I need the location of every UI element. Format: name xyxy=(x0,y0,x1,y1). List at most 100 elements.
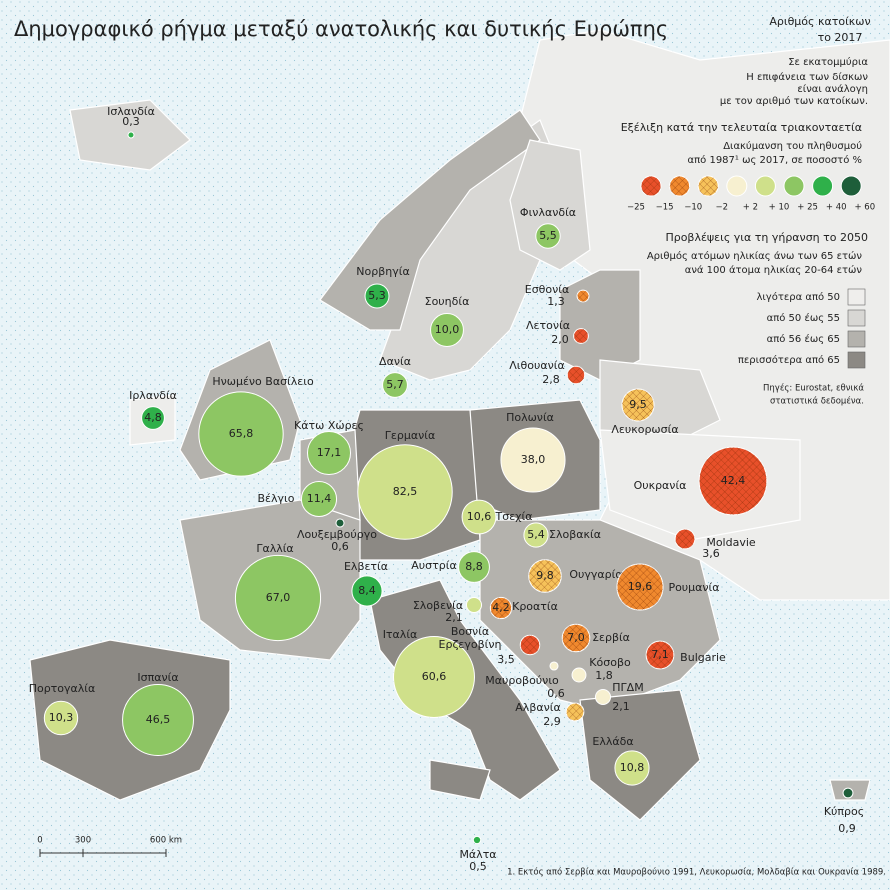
population-label: 3,5 xyxy=(497,653,515,666)
decline-hatch xyxy=(566,703,584,721)
country-name: Σερβία xyxy=(592,631,630,644)
population-disc xyxy=(430,313,464,347)
decline-hatch xyxy=(490,597,512,619)
population-label: 7,0 xyxy=(567,631,585,644)
population-disc xyxy=(594,688,612,706)
country-name: Αλβανία xyxy=(515,701,560,714)
population-disc xyxy=(842,787,854,799)
decline-hatch xyxy=(621,388,655,422)
decline-hatch xyxy=(675,529,695,549)
country-name: Σλοβενία xyxy=(413,599,463,612)
decline-hatch xyxy=(567,366,585,384)
population-disc xyxy=(198,391,284,477)
legend-swatch xyxy=(754,175,776,197)
population-label: 2,8 xyxy=(542,373,560,386)
country-name: Ρουμανία xyxy=(668,581,719,594)
population-disc xyxy=(465,596,483,614)
legend-note: είναι ανάλογη xyxy=(797,83,868,95)
population-label: 1,8 xyxy=(595,669,613,682)
population-label: 2,0 xyxy=(551,333,569,346)
legend-title: το 2017 xyxy=(818,31,863,44)
country-name: Ιρλανδία xyxy=(129,389,177,402)
legend-label: −2 xyxy=(716,203,729,213)
country-name: Ουκρανία xyxy=(634,479,687,492)
population-disc xyxy=(549,661,559,671)
country-name: Μάλτα xyxy=(459,848,496,861)
population-disc xyxy=(234,554,322,642)
legend-label: −10 xyxy=(684,203,702,213)
population-label: 67,0 xyxy=(266,591,291,604)
population-label: 0,9 xyxy=(838,822,856,835)
decline-hatch xyxy=(520,635,540,655)
population-label: 2,9 xyxy=(543,715,561,728)
country-name: Ερζεγοβίνη xyxy=(439,638,502,651)
country-name: Λετονία xyxy=(526,319,570,332)
country-name: Κόσοβο xyxy=(589,656,631,669)
population-disc xyxy=(614,750,650,786)
country-name: Σλοβακία xyxy=(549,528,601,541)
population-label: 4,2 xyxy=(492,601,510,614)
legend-title: Αριθμός κατοίκων xyxy=(769,15,870,28)
decline-hatch xyxy=(573,328,589,344)
legend-swatch xyxy=(783,175,805,197)
country-name: Ισλανδία xyxy=(107,105,155,118)
population-disc xyxy=(141,406,165,430)
country-name: Λουξεμβούργο xyxy=(297,528,377,541)
legend-note: Η επιφάνεια των δίσκων xyxy=(746,71,868,83)
population-disc xyxy=(382,372,408,398)
country-name: Πολωνία xyxy=(506,411,554,424)
population-label: 5,3 xyxy=(368,289,386,302)
population-disc xyxy=(458,551,490,583)
population-label: 9,8 xyxy=(536,569,554,582)
country-name: Bulgarie xyxy=(680,651,726,664)
country-name: Κάτω Χώρες xyxy=(294,419,364,432)
map-title: Δημογραφικό ρήγμα μεταξύ ανατολικής και … xyxy=(14,17,668,41)
country-name: Ηνωμένο Βασίλειο xyxy=(212,375,314,388)
population-label: 38,0 xyxy=(521,453,546,466)
population-disc xyxy=(306,430,352,476)
population-label: 5,4 xyxy=(527,528,545,541)
country-name: Εσθονία xyxy=(525,283,570,296)
country-name: Ιταλία xyxy=(383,628,418,641)
scale-label: 300 xyxy=(75,836,91,846)
population-disc xyxy=(357,444,453,540)
country-name: Γαλλία xyxy=(256,542,293,555)
population-label: 11,4 xyxy=(307,492,332,505)
legend-label: + 25 xyxy=(797,203,818,213)
decline-hatch xyxy=(577,290,589,302)
population-label: 10,3 xyxy=(49,711,74,724)
population-label: 5,7 xyxy=(386,378,404,391)
country-name: Λευκορωσία xyxy=(611,423,678,436)
country-name: Κροατία xyxy=(512,600,558,613)
legend-swatch xyxy=(726,175,748,197)
population-label: 42,4 xyxy=(721,474,746,487)
population-disc xyxy=(523,522,549,548)
legend-subtitle: Διακύμανση του πληθυσμού xyxy=(723,140,862,152)
population-disc xyxy=(122,684,194,756)
population-disc xyxy=(393,636,475,718)
country-name: Νορβηγία xyxy=(356,265,409,278)
legend-label: −25 xyxy=(627,203,645,213)
decline-hatch xyxy=(528,559,562,593)
population-label: 82,5 xyxy=(393,485,418,498)
legend-label: από 56 έως 65 xyxy=(767,333,840,345)
legend: Αριθμός κατοίκων το 2017 Σε εκατομμύρια Η ε… xyxy=(37,15,886,878)
country-name: Moldavie xyxy=(706,536,756,549)
source: Πηγές: Eurostat, εθνικά xyxy=(763,383,864,394)
country-name: Βοσνία xyxy=(451,625,489,638)
population-disc xyxy=(335,518,345,528)
country-name: ΠΓΔΜ xyxy=(612,681,643,694)
population-label: 19,6 xyxy=(628,580,653,593)
legend-swatch xyxy=(847,288,866,306)
country-name: Ελλάδα xyxy=(592,735,633,748)
legend-swatch xyxy=(840,175,862,197)
country-name: Βέλγιο xyxy=(258,492,295,505)
population-label: 10,8 xyxy=(620,761,645,774)
source: στατιστικά δεδομένα. xyxy=(770,396,864,407)
decline-hatch xyxy=(646,641,674,669)
country-name: Αυστρία xyxy=(411,559,456,572)
country-name: Ελβετία xyxy=(344,560,388,573)
decline-hatch xyxy=(562,624,590,652)
